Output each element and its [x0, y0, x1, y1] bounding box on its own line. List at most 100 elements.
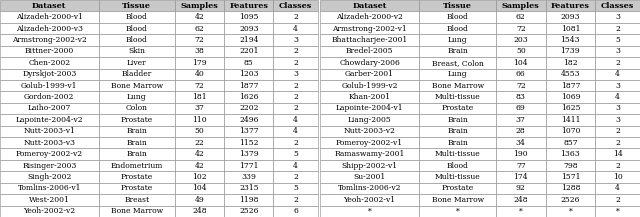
Bar	[99, 126, 175, 137]
Bar	[0, 57, 99, 69]
Bar	[99, 69, 175, 80]
Text: 102: 102	[192, 173, 207, 181]
Bar	[320, 126, 419, 137]
Text: 104: 104	[513, 59, 528, 67]
Bar	[224, 69, 273, 80]
Bar	[99, 160, 175, 171]
Text: 72: 72	[516, 25, 525, 33]
Text: Tomlins-2006-v1: Tomlins-2006-v1	[17, 184, 81, 192]
Bar	[595, 57, 640, 69]
Bar	[496, 103, 545, 114]
Text: Tissue: Tissue	[122, 2, 151, 10]
Text: 2: 2	[615, 127, 620, 135]
Text: Nutt-2003-v3: Nutt-2003-v3	[23, 139, 76, 147]
Text: Blood: Blood	[126, 25, 148, 33]
Text: 42: 42	[195, 13, 204, 21]
Text: 3: 3	[615, 105, 620, 112]
Text: Prostate: Prostate	[442, 184, 474, 192]
Text: Lapointe-2004-v2: Lapointe-2004-v2	[15, 116, 83, 124]
Bar	[224, 12, 273, 23]
Bar	[99, 23, 175, 34]
Text: Armstrong-2002-v1: Armstrong-2002-v1	[332, 25, 407, 33]
Bar	[545, 183, 595, 194]
Text: 2526: 2526	[561, 196, 580, 204]
Text: 2: 2	[293, 105, 298, 112]
Bar	[99, 103, 175, 114]
Text: 1198: 1198	[239, 196, 259, 204]
Text: Lung: Lung	[448, 70, 467, 78]
Text: 2202: 2202	[239, 105, 259, 112]
Text: Bone Marrow: Bone Marrow	[431, 82, 484, 90]
Bar	[320, 148, 419, 160]
Bar	[175, 205, 224, 217]
Bar	[545, 46, 595, 57]
Text: 339: 339	[241, 173, 256, 181]
Text: 104: 104	[192, 184, 207, 192]
Text: 1152: 1152	[239, 139, 259, 147]
Bar	[175, 160, 224, 171]
Bar	[595, 183, 640, 194]
Bar	[273, 34, 318, 46]
Bar	[273, 57, 318, 69]
Text: 182: 182	[563, 59, 578, 67]
Text: 2: 2	[293, 196, 298, 204]
Text: Classes: Classes	[279, 2, 312, 10]
Text: 83: 83	[516, 93, 525, 101]
Bar	[595, 69, 640, 80]
Text: 248: 248	[513, 196, 528, 204]
Text: 49: 49	[195, 196, 204, 204]
Bar	[99, 148, 175, 160]
Bar	[545, 137, 595, 148]
Text: Samples: Samples	[180, 2, 218, 10]
Text: 4: 4	[293, 25, 298, 33]
Text: 62: 62	[195, 25, 204, 33]
Text: 1571: 1571	[561, 173, 580, 181]
Text: 38: 38	[195, 47, 205, 55]
Bar	[99, 183, 175, 194]
Text: Alizadeh-2000-v2: Alizadeh-2000-v2	[336, 13, 403, 21]
Bar	[273, 194, 318, 205]
Bar	[595, 12, 640, 23]
Bar	[496, 194, 545, 205]
Bar	[273, 46, 318, 57]
Bar	[595, 91, 640, 103]
Bar	[224, 183, 273, 194]
Text: 1543: 1543	[561, 36, 580, 44]
Bar	[224, 91, 273, 103]
Bar	[175, 80, 224, 91]
Text: *: *	[456, 207, 460, 215]
Bar	[224, 34, 273, 46]
Bar	[273, 114, 318, 126]
Bar	[224, 0, 273, 12]
Bar	[224, 205, 273, 217]
Text: 77: 77	[516, 162, 525, 170]
Text: Gordon-2002: Gordon-2002	[24, 93, 74, 101]
Text: 40: 40	[195, 70, 204, 78]
Bar	[175, 23, 224, 34]
Text: Armstrong-2002-v2: Armstrong-2002-v2	[12, 36, 86, 44]
Bar	[0, 34, 99, 46]
Bar	[273, 0, 318, 12]
Bar	[0, 103, 99, 114]
Bar	[99, 80, 175, 91]
Bar	[175, 194, 224, 205]
Bar	[175, 34, 224, 46]
Bar	[545, 126, 595, 137]
Bar	[595, 171, 640, 183]
Bar	[273, 12, 318, 23]
Text: 4: 4	[293, 162, 298, 170]
Bar	[320, 91, 419, 103]
Bar	[320, 34, 419, 46]
Bar	[419, 12, 496, 23]
Text: 28: 28	[516, 127, 525, 135]
Bar	[224, 137, 273, 148]
Bar	[595, 148, 640, 160]
Bar	[496, 160, 545, 171]
Bar	[320, 183, 419, 194]
Bar	[419, 103, 496, 114]
Text: 4: 4	[615, 70, 620, 78]
Text: 179: 179	[192, 59, 207, 67]
Text: 857: 857	[563, 139, 578, 147]
Text: Blood: Blood	[447, 162, 468, 170]
Text: 92: 92	[516, 184, 525, 192]
